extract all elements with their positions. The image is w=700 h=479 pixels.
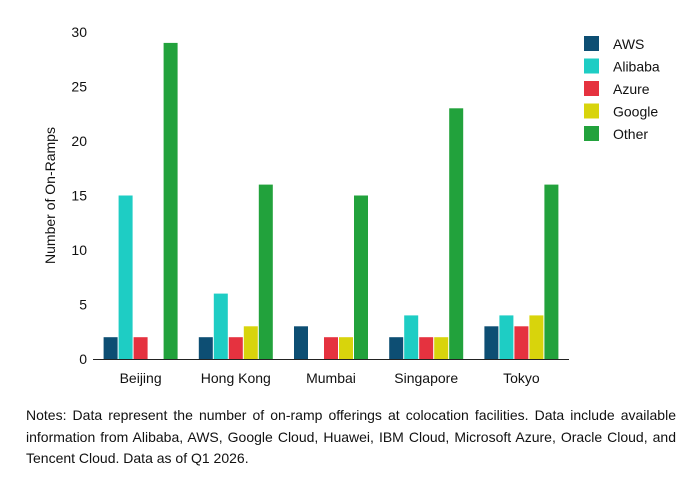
chart-area: 0 5 10 15 20 25 30 Beijing Hong Kong Mumbai Singa…	[42, 24, 660, 386]
y-tick-label: 20	[71, 133, 87, 149]
x-tick-label: Beijing	[120, 370, 162, 386]
y-tick-label: 30	[71, 24, 87, 40]
x-tick-label: Mumbai	[306, 370, 356, 386]
bar-azure-hong-kong	[228, 337, 243, 359]
legend-swatch-azure	[584, 81, 599, 96]
legend-label-other: Other	[613, 126, 648, 142]
bar-azure-tokyo	[514, 326, 529, 359]
bar-google-tokyo	[529, 315, 544, 359]
bar-other-hong-kong	[258, 184, 273, 359]
y-axis-title: Number of On-Ramps	[42, 127, 58, 264]
legend-label-google: Google	[613, 104, 658, 120]
legend-label-alibaba: Alibaba	[613, 59, 660, 75]
legend-swatch-google	[584, 103, 599, 119]
bar-aws-beijing	[103, 337, 118, 359]
y-tick-label: 5	[79, 297, 87, 313]
bar-azure-singapore	[419, 337, 434, 359]
x-tick-label: Tokyo	[503, 370, 540, 386]
bar-google-mumbai	[339, 337, 353, 359]
bar-azure-mumbai	[324, 337, 338, 359]
y-tick-label: 25	[71, 79, 87, 95]
legend-label-azure: Azure	[613, 81, 650, 97]
legend-label-aws: AWS	[613, 36, 644, 52]
x-tick-label: Hong Kong	[201, 370, 271, 386]
bar-alibaba-tokyo	[499, 315, 514, 359]
bar-other-tokyo	[544, 184, 559, 359]
chart-notes: Notes: Data represent the number of on-r…	[26, 407, 676, 466]
bar-alibaba-beijing	[118, 195, 133, 359]
bars	[103, 42, 559, 360]
bar-alibaba-hong-kong	[213, 293, 228, 359]
bar-google-singapore	[434, 337, 449, 359]
bar-aws-singapore	[389, 337, 404, 359]
y-tick-label: 10	[71, 242, 87, 258]
bar-aws-tokyo	[484, 326, 499, 359]
legend-swatch-aws	[584, 36, 599, 51]
x-axis: Beijing Hong Kong Mumbai Singapore Tokyo	[93, 359, 569, 386]
bar-other-singapore	[449, 108, 464, 359]
legend-swatch-alibaba	[584, 58, 599, 74]
x-tick-label: Singapore	[394, 370, 458, 386]
legend-swatch-other	[584, 126, 599, 141]
bar-aws-hong-kong	[198, 337, 213, 359]
bar-aws-mumbai	[294, 326, 308, 359]
bar-azure-beijing	[133, 337, 148, 359]
y-tick-label: 15	[71, 188, 87, 204]
bar-other-beijing	[163, 42, 178, 360]
bar-chart: 0 5 10 15 20 25 30 Beijing Hong Kong Mumbai Singa…	[42, 24, 660, 386]
bar-alibaba-singapore	[404, 315, 419, 359]
legend: AWS Alibaba Azure Google Other	[584, 36, 660, 142]
bar-google-hong-kong	[243, 326, 258, 359]
bar-other-mumbai	[354, 195, 368, 359]
y-axis: 0 5 10 15 20 25 30	[71, 24, 87, 367]
y-tick-label: 0	[79, 351, 87, 367]
